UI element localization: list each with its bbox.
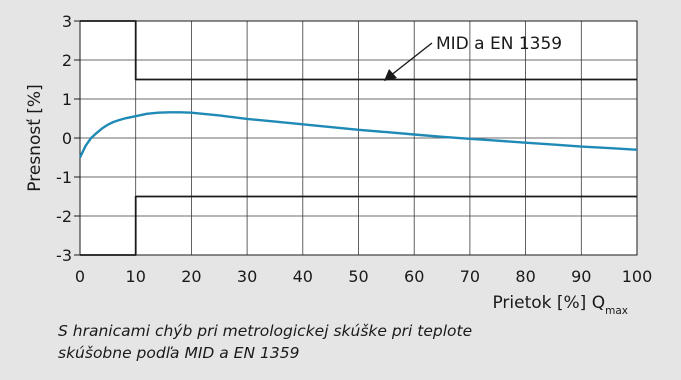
x-tick-label-10: 10 xyxy=(126,267,146,286)
y-tick-label--3: -3 xyxy=(56,246,72,265)
x-tick-label-30: 30 xyxy=(237,267,257,286)
x-tick-label-80: 80 xyxy=(515,267,535,286)
measured-curve-group xyxy=(78,111,638,159)
figure-caption: S hranicami chýb pri metrologickej skúšk… xyxy=(58,320,658,364)
x-tick-label-60: 60 xyxy=(404,267,424,286)
y-tick-labels: -3 -2 -1 0 1 2 3 xyxy=(56,12,80,265)
y-axis-label: Presnosť [%] xyxy=(25,84,45,191)
annotation-label: MID a EN 1359 xyxy=(436,34,562,54)
accuracy-chart: -3 -2 -1 0 1 2 3 0 10 20 30 40 50 60 70 80 90 100 MID a … xyxy=(25,12,652,317)
x-tick-label-0: 0 xyxy=(75,267,85,286)
x-tick-label-100: 100 xyxy=(622,267,653,286)
y-tick-label--2: -2 xyxy=(56,207,72,226)
caption-line-2: skúšobne podľa MID a EN 1359 xyxy=(58,344,300,362)
y-tick-label-0: 0 xyxy=(62,129,72,148)
x-axis-label-main: Prietok [%] Q xyxy=(492,293,605,313)
y-tick-label-2: 2 xyxy=(62,51,72,70)
series-measured-curve xyxy=(78,111,638,159)
y-tick-label--1: -1 xyxy=(56,168,72,187)
annotation-arrowhead xyxy=(384,69,397,81)
series-lower-error-limit xyxy=(80,195,637,256)
y-tick-label-3: 3 xyxy=(62,12,72,31)
x-tick-label-90: 90 xyxy=(571,267,591,286)
y-tick-label-1: 1 xyxy=(62,90,72,109)
x-tick-labels: 0 10 20 30 40 50 60 70 80 90 100 xyxy=(75,267,652,286)
annotation-leader-line xyxy=(389,42,433,77)
x-tick-label-20: 20 xyxy=(181,267,201,286)
caption-line-1: S hranicami chýb pri metrologickej skúšk… xyxy=(58,322,473,340)
x-axis-label-subscript: max xyxy=(605,305,628,317)
x-tick-label-50: 50 xyxy=(348,267,368,286)
x-tick-label-70: 70 xyxy=(460,267,480,286)
x-tick-label-40: 40 xyxy=(293,267,313,286)
x-axis-label: Prietok [%] Qmax xyxy=(492,293,628,317)
